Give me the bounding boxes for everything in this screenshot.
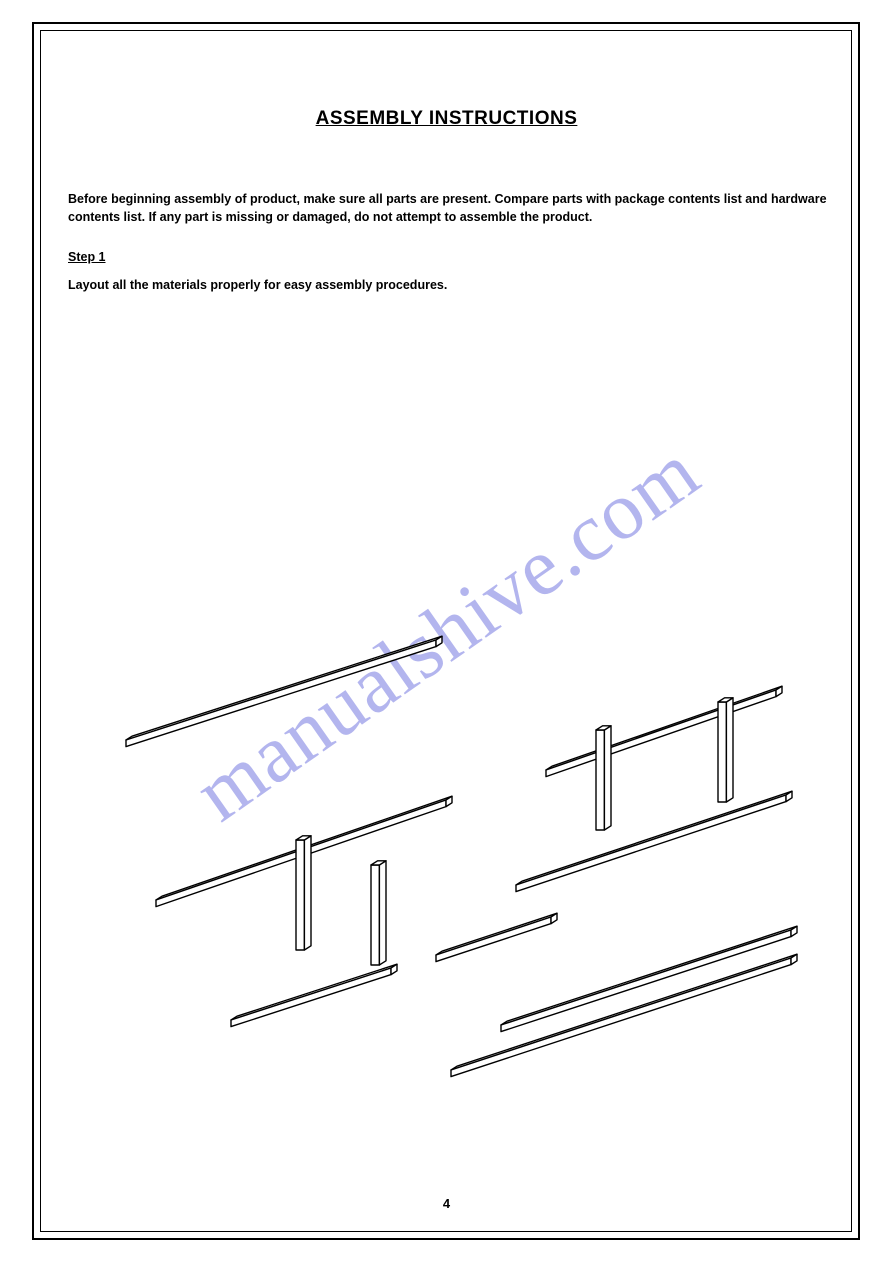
page-title: ASSEMBLY INSTRUCTIONS [0,108,893,130]
page-root: ASSEMBLY INSTRUCTIONS Before beginning a… [0,0,893,1263]
page-number: 4 [0,1196,893,1211]
step-label: Step 1 [68,250,106,264]
diagram-svg [96,620,796,1090]
assembly-diagram [96,620,796,1090]
intro-paragraph: Before beginning assembly of product, ma… [68,190,828,226]
step-text: Layout all the materials properly for ea… [68,276,828,294]
